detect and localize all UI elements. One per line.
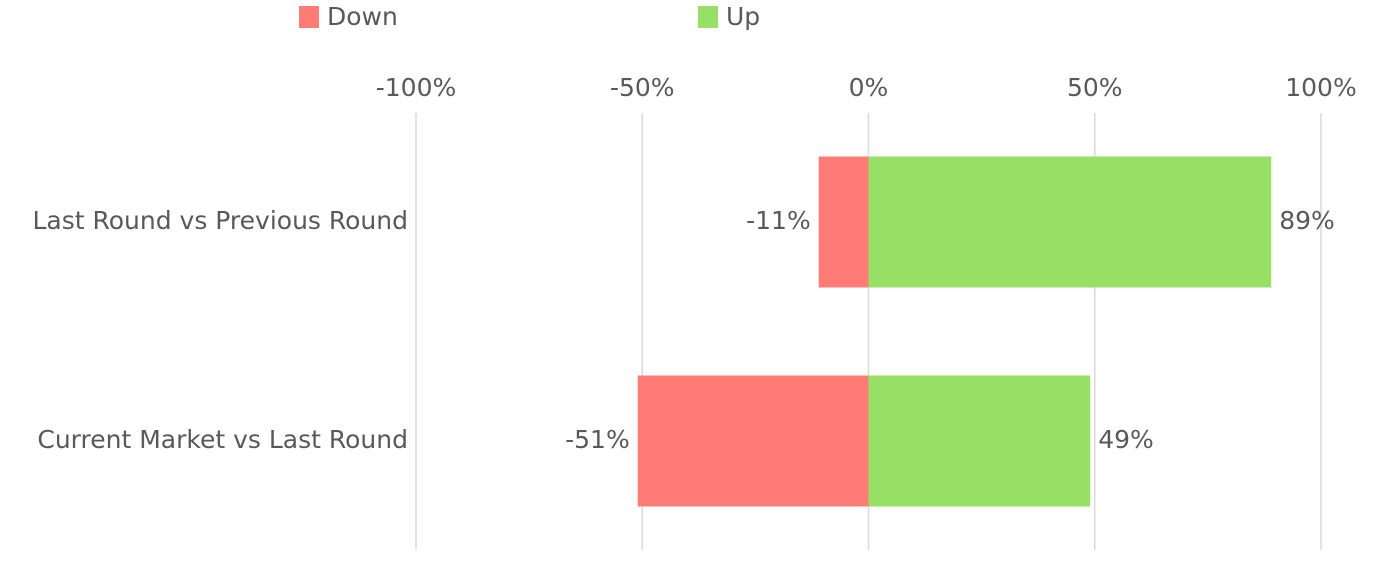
x-tick-label: 0% — [849, 73, 889, 102]
x-tick-label: -50% — [610, 73, 675, 102]
bar — [637, 375, 869, 507]
x-tick-label: 50% — [1067, 73, 1123, 102]
legend-swatch — [299, 6, 319, 28]
y-tick-label: Last Round vs Previous Round — [32, 206, 408, 235]
x-tick-label: -100% — [376, 73, 457, 102]
data-label: -11% — [746, 206, 811, 235]
legend-label: Down — [327, 2, 398, 31]
bar — [868, 375, 1091, 507]
bar — [818, 156, 869, 288]
legend-label: Up — [726, 2, 760, 31]
data-label: 89% — [1279, 206, 1335, 235]
legend-swatch — [698, 6, 718, 28]
y-tick-label: Current Market vs Last Round — [37, 425, 408, 454]
x-tick-label: 100% — [1285, 73, 1356, 102]
data-label: -51% — [565, 425, 630, 454]
data-label: 49% — [1098, 425, 1154, 454]
bar — [868, 156, 1272, 288]
